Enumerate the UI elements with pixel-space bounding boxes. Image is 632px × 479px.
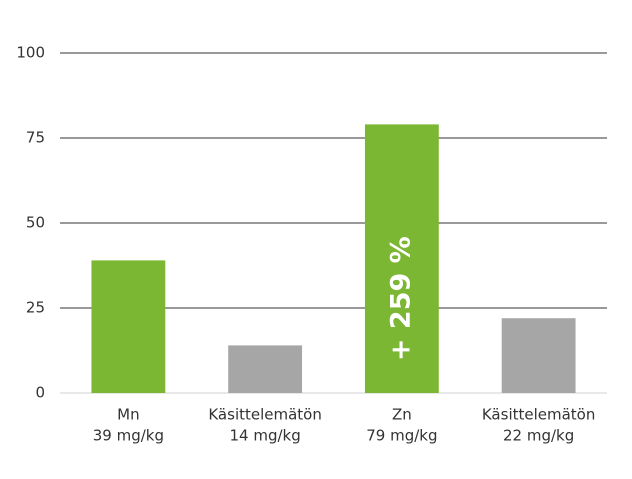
y-tick-label: 0 xyxy=(35,384,45,402)
value-label: 22 mg/kg xyxy=(503,427,574,445)
bar xyxy=(364,124,439,394)
y-tick-label: 50 xyxy=(26,214,45,232)
y-tick-label: 100 xyxy=(16,44,45,62)
x-tick-label: Mn xyxy=(117,406,139,424)
bar xyxy=(228,345,303,393)
y-tick-label: 25 xyxy=(26,299,45,317)
x-tick-label: Käsittelemätön xyxy=(208,406,322,424)
x-tick-label: Zn xyxy=(392,406,412,424)
annotation: + 259 % xyxy=(385,236,416,361)
x-tick-label: Käsittelemätön xyxy=(482,406,596,424)
bar xyxy=(91,260,166,393)
y-tick-label: 75 xyxy=(26,129,45,147)
bar xyxy=(501,318,576,393)
value-label: 14 mg/kg xyxy=(230,427,301,445)
value-label: 79 mg/kg xyxy=(366,427,437,445)
value-label: 39 mg/kg xyxy=(93,427,164,445)
